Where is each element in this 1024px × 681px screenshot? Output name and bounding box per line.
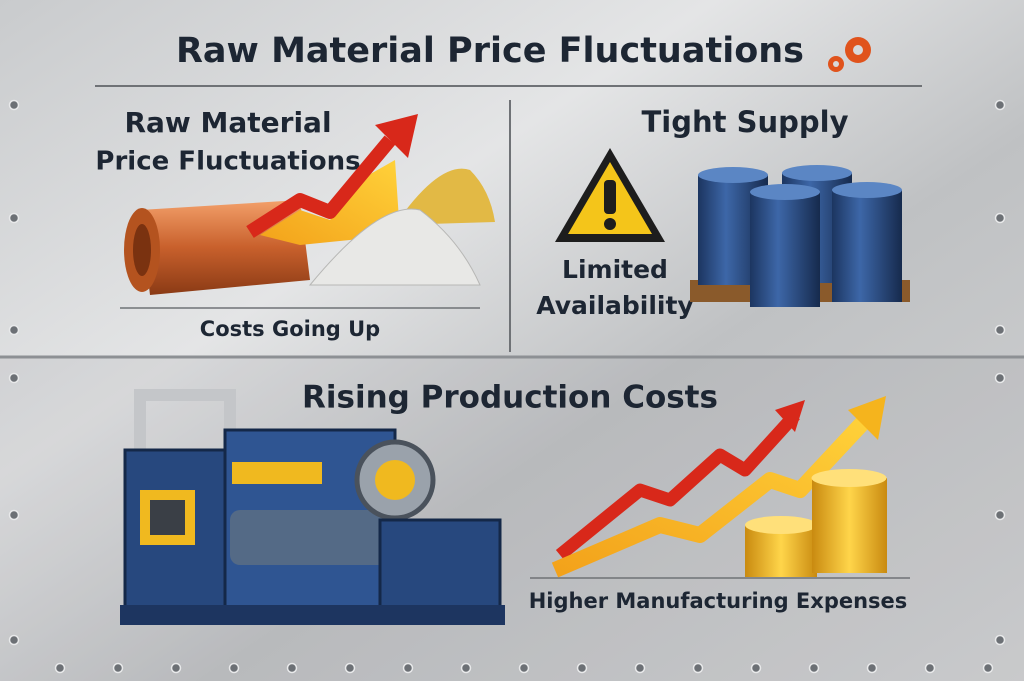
rivet: [982, 662, 994, 674]
panel-heading: Rising Production Costs: [302, 380, 718, 416]
rivet: [994, 634, 1006, 646]
panel-label: Availability: [536, 291, 693, 320]
rivet: [170, 662, 182, 674]
rivet: [994, 324, 1006, 336]
rivet: [8, 509, 20, 521]
rivet: [634, 662, 646, 674]
warning-sign: [555, 148, 665, 242]
rivet: [994, 509, 1006, 521]
rivet: [924, 662, 936, 674]
rivet: [8, 634, 20, 646]
panel-caption: Costs Going Up: [200, 317, 380, 341]
rivet: [994, 99, 1006, 111]
machine: [120, 389, 505, 625]
coin-stacks: [745, 469, 887, 577]
rising-arrow-shadow: [260, 160, 400, 245]
panel-heading: Tight Supply: [642, 105, 849, 139]
rivet: [8, 212, 20, 224]
rivet: [576, 662, 588, 674]
rivet: [692, 662, 704, 674]
panel-heading: Raw Material: [124, 106, 331, 139]
rivet: [518, 662, 530, 674]
white-powder: [308, 208, 481, 286]
panel-heading: Price Fluctuations: [95, 147, 360, 177]
rivet: [8, 99, 20, 111]
arrow-head: [375, 114, 418, 158]
arrow-head: [848, 396, 886, 440]
rivet: [344, 662, 356, 674]
barrels: [690, 165, 910, 307]
rivet: [286, 662, 298, 674]
panel-caption: Higher Manufacturing Expenses: [529, 589, 908, 613]
rivet: [8, 372, 20, 384]
rivet: [994, 212, 1006, 224]
rivet: [8, 324, 20, 336]
panel-label: Limited: [562, 255, 668, 284]
gear-icon: [828, 37, 871, 72]
rising-arrow: [246, 135, 396, 238]
rivet: [228, 662, 240, 674]
title: Raw Material Price Fluctuations: [176, 31, 804, 71]
rivet: [402, 662, 414, 674]
rivet: [460, 662, 472, 674]
rivet: [54, 662, 66, 674]
arrow-head: [775, 400, 805, 432]
rivet: [750, 662, 762, 674]
rivet: [112, 662, 124, 674]
rivet: [994, 372, 1006, 384]
rivet: [808, 662, 820, 674]
rising-arrow: [555, 410, 800, 561]
rivet: [866, 662, 878, 674]
